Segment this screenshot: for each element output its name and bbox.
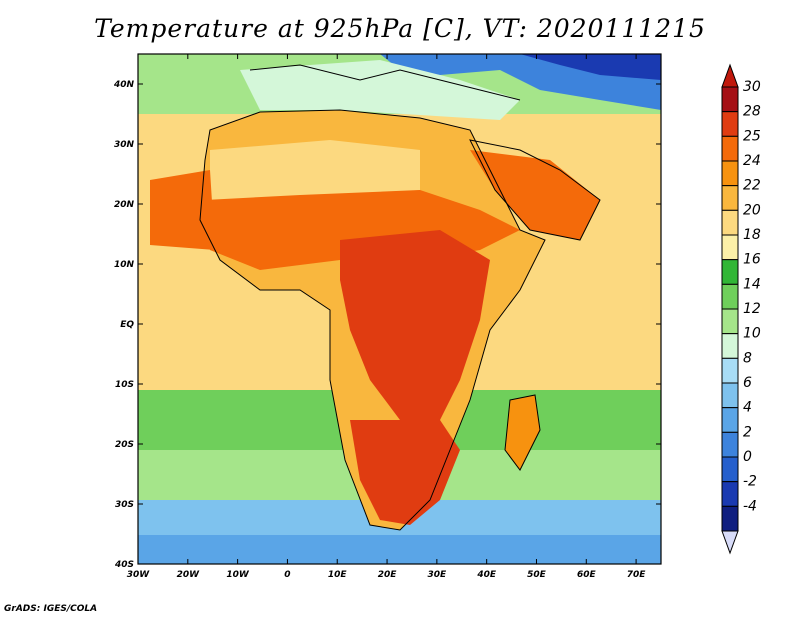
lat-tick-label: 40N bbox=[113, 80, 135, 90]
temperature-field bbox=[138, 54, 661, 564]
arabia-coastline bbox=[469, 139, 601, 241]
colorbar-label: 18 bbox=[743, 227, 761, 243]
europe-coastline bbox=[249, 64, 521, 101]
lat-tick-label: 10N bbox=[114, 260, 135, 270]
colorbar-segment bbox=[721, 160, 739, 187]
colorbar-segment bbox=[721, 135, 739, 162]
colorbar-label: 16 bbox=[743, 252, 761, 268]
colorbar-label: 6 bbox=[743, 375, 752, 391]
lat-tick-label: EQ bbox=[120, 320, 134, 330]
colorbar-segment bbox=[721, 283, 739, 310]
colorbar-label: 28 bbox=[743, 104, 761, 120]
asia-very-cold-region bbox=[520, 54, 661, 80]
lon-tick-label: 70E bbox=[627, 570, 647, 580]
madagascar-land bbox=[505, 395, 540, 470]
lat-tick-label: 40S bbox=[114, 560, 134, 570]
southern-africa-hot-region bbox=[350, 420, 460, 525]
longitude-axis: 30W 20W 10W 0 10E 20E 30E 40E 50E 60E 70E bbox=[127, 54, 647, 580]
colorbar-label: 22 bbox=[743, 178, 761, 194]
west-ocean-hot-strip bbox=[150, 170, 215, 250]
lat-tick-label: 30N bbox=[114, 140, 135, 150]
colorbar-label: 10 bbox=[743, 326, 761, 342]
colorbar-label: 4 bbox=[743, 400, 752, 416]
colorbar-label: 25 bbox=[743, 128, 761, 144]
colorbar-under-triangle bbox=[721, 530, 739, 555]
colorbar-label: 30 bbox=[743, 79, 761, 95]
colorbar-segment bbox=[721, 234, 739, 261]
lon-tick-label: 30E bbox=[428, 570, 448, 580]
colorbar-segment bbox=[721, 111, 739, 137]
colorbar-segment bbox=[721, 407, 739, 433]
lat-tick-label: 20S bbox=[115, 440, 134, 450]
colorbar-segment bbox=[721, 308, 739, 335]
lon-tick-label: 10W bbox=[226, 570, 250, 580]
colorbar-label: -2 bbox=[743, 474, 757, 490]
lon-tick-label: 60E bbox=[577, 570, 597, 580]
colorbar-segment bbox=[721, 86, 739, 113]
colorbar-segment bbox=[721, 357, 739, 384]
lon-tick-label: 20E bbox=[378, 570, 398, 580]
colorbar-segment bbox=[721, 456, 739, 483]
colorbar-segment bbox=[721, 505, 739, 532]
lon-tick-label: 30W bbox=[127, 570, 151, 580]
lat-tick-label: 20N bbox=[114, 200, 135, 210]
map-title: Temperature at 925hPa [C], VT: 202011121… bbox=[94, 14, 706, 43]
grads-credit: GrADS: IGES/COLA bbox=[4, 604, 98, 614]
lon-tick-label: 40E bbox=[476, 570, 497, 580]
ocean-far-south-band bbox=[138, 535, 661, 564]
colorbar-segment bbox=[721, 259, 739, 285]
colorbar-segment bbox=[721, 209, 739, 236]
colorbar-segment bbox=[721, 185, 739, 211]
colorbar-label: -4 bbox=[743, 498, 757, 514]
madagascar-coastline bbox=[504, 394, 541, 471]
colorbar-segment bbox=[721, 481, 739, 507]
plot-frame bbox=[137, 53, 662, 565]
colorbar-label: 24 bbox=[743, 153, 761, 169]
lat-tick-label: 30S bbox=[115, 500, 134, 510]
central-africa-hot-region bbox=[340, 230, 490, 420]
colorbar-over-triangle bbox=[721, 63, 739, 88]
lon-tick-label: 50E bbox=[527, 570, 547, 580]
lon-tick-label: 0 bbox=[284, 570, 290, 580]
lon-tick-label: 10E bbox=[328, 570, 348, 580]
colorbar-segment bbox=[721, 333, 739, 359]
lat-tick-label: 10S bbox=[115, 380, 134, 390]
colorbar-label: 14 bbox=[743, 276, 761, 292]
lon-tick-label: 20W bbox=[177, 570, 201, 580]
coastlines bbox=[199, 64, 601, 531]
colorbar-label: 20 bbox=[743, 202, 761, 218]
colorbar-segment bbox=[721, 382, 739, 409]
colorbar-segment bbox=[721, 431, 739, 458]
mediterranean-cool-region bbox=[240, 60, 520, 120]
arabia-hot-region bbox=[470, 150, 600, 240]
latitude-axis: 40N 30N 20N 10N EQ 10S 20S 30S 40S bbox=[113, 80, 661, 570]
colorbar-label: 12 bbox=[743, 301, 761, 317]
colorbar-label: 8 bbox=[743, 350, 752, 366]
africa-coastline bbox=[199, 109, 546, 531]
colorbar-label: 2 bbox=[743, 424, 752, 440]
colorbar-label: 0 bbox=[743, 449, 752, 465]
